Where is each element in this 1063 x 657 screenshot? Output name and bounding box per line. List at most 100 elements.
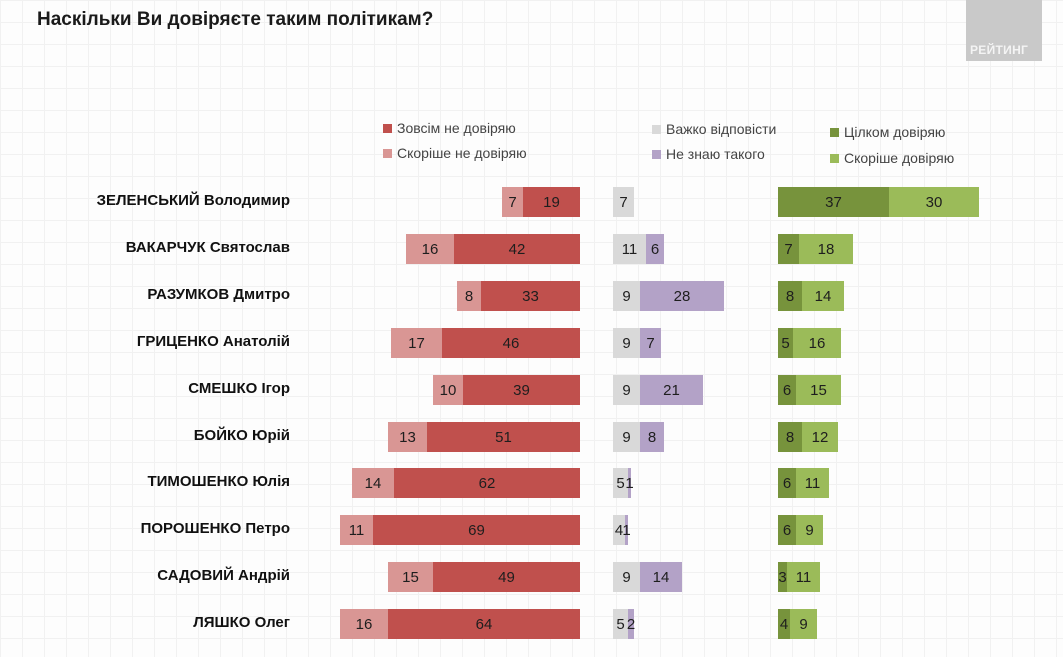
data-label: 33 — [522, 287, 539, 305]
bar-hard-to-say: 9 — [613, 281, 640, 311]
bar-distrust-full: 64 — [388, 609, 580, 639]
data-label: 19 — [543, 193, 560, 211]
bar-distrust-full: 42 — [454, 234, 580, 264]
bar-dont-know: 28 — [640, 281, 724, 311]
data-label: 3 — [778, 568, 787, 586]
legend-item-trust-full: Цілком довіряю — [830, 124, 945, 140]
bar-dont-know: 14 — [640, 562, 682, 592]
data-label: 2 — [626, 615, 636, 633]
data-label: 8 — [785, 428, 795, 446]
bar-trust-rather: 18 — [799, 234, 853, 264]
chart-title: Наскільки Ви довіряєте таким політикам? — [37, 9, 434, 30]
legend-item-trust-rather: Скоріше довіряю — [830, 150, 954, 166]
bar-distrust-rather: 16 — [406, 234, 454, 264]
legend-label: Скоріше не довіряю — [397, 145, 527, 161]
data-label: 6 — [782, 521, 792, 539]
data-label: 11 — [621, 240, 638, 258]
data-label: 7 — [646, 334, 655, 352]
legend-label: Не знаю такого — [666, 146, 765, 162]
bar-trust-rather: 15 — [796, 375, 841, 405]
bar-dont-know: 7 — [640, 328, 661, 358]
category-label: ЗЕЛЕНСЬКИЙ Володимир — [96, 192, 290, 209]
legend-label: Важко відповісти — [666, 121, 777, 137]
bar-distrust-rather: 14 — [352, 468, 394, 498]
data-label: 9 — [622, 287, 631, 305]
data-label: 9 — [622, 334, 631, 352]
data-label: 62 — [478, 474, 496, 492]
legend-item-hard-to-say: Важко відповісти — [652, 121, 776, 137]
bar-hard-to-say: 9 — [613, 328, 640, 358]
bar-trust-full: 8 — [778, 422, 802, 452]
bar-distrust-full: 33 — [481, 281, 580, 311]
data-label: 8 — [785, 287, 795, 305]
data-label: 5 — [616, 474, 625, 492]
data-label: 13 — [399, 428, 416, 446]
bar-trust-rather: 12 — [802, 422, 838, 452]
bar-trust-full: 3 — [778, 562, 787, 592]
data-label: 14 — [652, 568, 670, 586]
bar-distrust-full: 69 — [373, 515, 580, 545]
bar-distrust-full: 39 — [463, 375, 580, 405]
data-label: 5 — [781, 334, 790, 352]
bar-trust-full: 37 — [778, 187, 889, 217]
bar-trust-rather: 9 — [790, 609, 817, 639]
data-label: 7 — [619, 193, 628, 211]
data-label: 4 — [779, 615, 789, 633]
category-label: ВАКАРЧУК Святослав — [125, 239, 290, 256]
bar-trust-full: 5 — [778, 328, 793, 358]
category-label: БОЙКО Юрій — [193, 427, 290, 444]
data-label: 15 — [810, 381, 827, 399]
bar-distrust-rather: 15 — [388, 562, 433, 592]
data-label: 11 — [348, 521, 365, 539]
data-label: 7 — [784, 240, 793, 258]
data-label: 11 — [795, 568, 812, 586]
category-label: ТИМОШЕНКО Юлія — [147, 473, 290, 490]
bar-distrust-rather: 13 — [388, 422, 427, 452]
bar-hard-to-say: 7 — [613, 187, 634, 217]
data-label: 39 — [513, 381, 530, 399]
legend-label: Цілком довіряю — [844, 124, 946, 140]
data-label: 30 — [925, 193, 943, 211]
data-label: 49 — [498, 568, 515, 586]
data-label: 14 — [364, 474, 382, 492]
data-label: 51 — [495, 428, 512, 446]
data-label: 14 — [814, 287, 832, 305]
data-label: 11 — [804, 474, 821, 492]
bar-distrust-full: 62 — [394, 468, 580, 498]
data-label: 1 — [622, 521, 631, 539]
bar-trust-rather: 14 — [802, 281, 844, 311]
data-label: 12 — [811, 428, 829, 446]
bar-trust-full: 4 — [778, 609, 790, 639]
data-label: 6 — [782, 381, 792, 399]
data-label: 9 — [622, 428, 631, 446]
data-label: 18 — [817, 240, 835, 258]
bar-distrust-rather: 11 — [340, 515, 373, 545]
data-label: 16 — [808, 334, 826, 352]
data-label: 9 — [805, 521, 814, 539]
data-label: 4 — [614, 521, 624, 539]
bar-trust-full: 6 — [778, 375, 796, 405]
data-label: 9 — [622, 568, 631, 586]
data-label: 9 — [622, 381, 631, 399]
bar-trust-full: 6 — [778, 515, 796, 545]
bar-distrust-rather: 17 — [391, 328, 442, 358]
bar-trust-rather: 16 — [793, 328, 841, 358]
legend-swatch — [830, 127, 839, 137]
bar-dont-know: 6 — [646, 234, 664, 264]
category-label: ЛЯШКО Олег — [193, 614, 290, 631]
data-label: 16 — [355, 615, 373, 633]
data-label: 5 — [616, 615, 625, 633]
bar-hard-to-say: 9 — [613, 422, 640, 452]
bar-hard-to-say: 9 — [613, 375, 640, 405]
bar-trust-rather: 9 — [796, 515, 823, 545]
bar-hard-to-say: 5 — [613, 609, 628, 639]
bar-hard-to-say: 9 — [613, 562, 640, 592]
data-label: 8 — [464, 287, 474, 305]
bar-dont-know: 21 — [640, 375, 703, 405]
bar-dont-know: 1 — [622, 515, 631, 545]
bar-distrust-full: 49 — [433, 562, 580, 592]
legend-label: Скоріше довіряю — [844, 150, 955, 166]
data-label: 7 — [508, 193, 517, 211]
data-label: 17 — [408, 334, 425, 352]
bar-trust-full: 8 — [778, 281, 802, 311]
